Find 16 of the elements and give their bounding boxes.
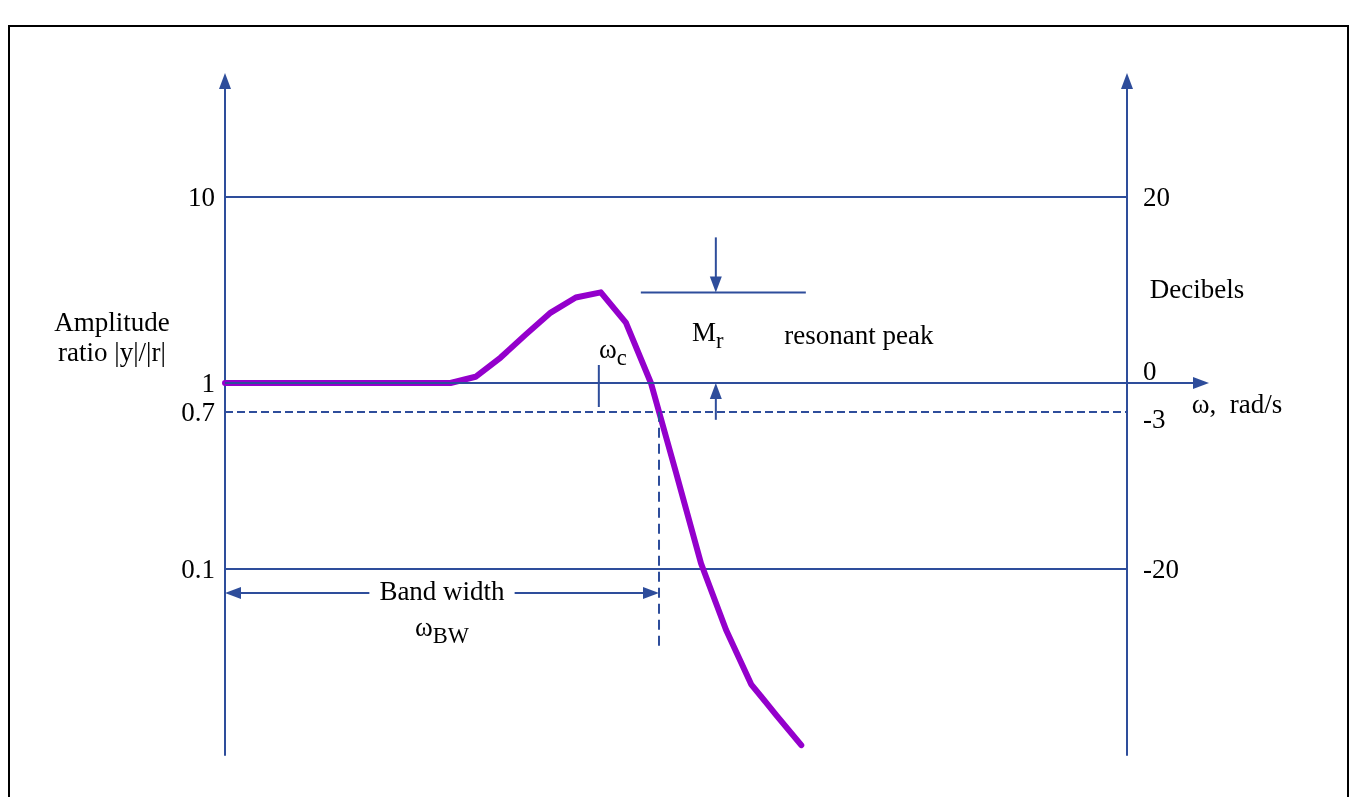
annotation: Band width [379, 576, 505, 607]
annotation: resonant peak [784, 319, 934, 351]
annotation: M$_{r}$ [692, 317, 724, 354]
y2-tick-label: 0 [1143, 355, 1157, 386]
annotation: ω$_{BW}$ [414, 612, 470, 649]
y-tick-label: 0.1 [181, 554, 215, 584]
y2-axis-title: Decibels [1149, 273, 1245, 305]
y2-tick-label: -20 [1143, 553, 1179, 584]
y-tick-label: 1 [201, 367, 215, 398]
y-tick-label: 10 [188, 181, 215, 212]
y-axis-title: Amplitude ratio |y|/|r| [53, 307, 171, 368]
x-axis-title: ω, rad/s [1191, 389, 1283, 420]
annotation: ω$_{c}$ [598, 334, 627, 371]
y2-tick-label: -3 [1143, 403, 1166, 434]
y2-tick-label: 20 [1143, 181, 1170, 212]
y-tick-label: 0.7 [181, 396, 215, 427]
